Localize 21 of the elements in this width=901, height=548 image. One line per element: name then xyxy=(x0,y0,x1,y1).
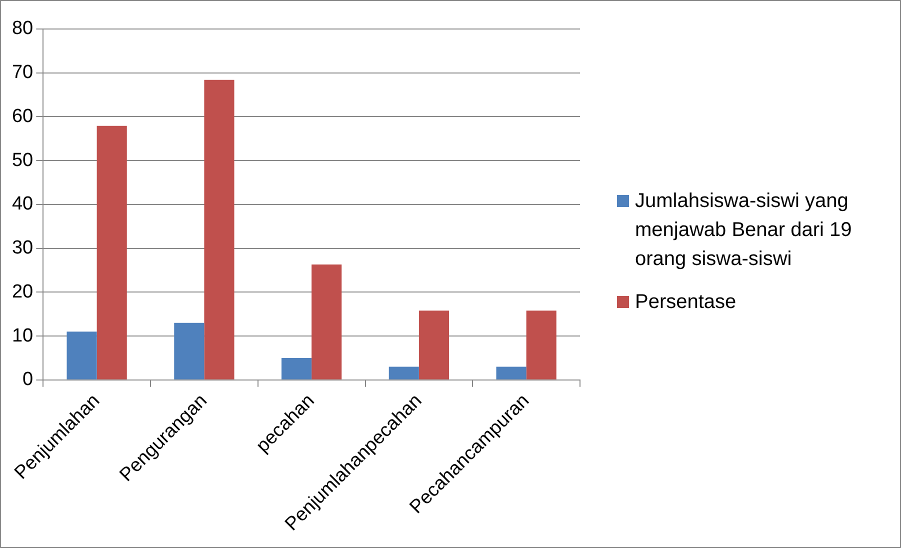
y-tick-label: 20 xyxy=(12,281,34,302)
y-tick-label: 50 xyxy=(12,150,34,171)
y-tick-label: 0 xyxy=(22,369,34,390)
bar xyxy=(282,358,312,380)
bar xyxy=(496,366,526,380)
bar xyxy=(388,366,419,380)
y-tick-label: 10 xyxy=(12,325,34,346)
bar xyxy=(526,310,556,380)
y-tick-label: 80 xyxy=(12,18,34,40)
legend-label: Persentase xyxy=(635,290,736,315)
bar xyxy=(174,322,204,380)
bar xyxy=(66,332,97,380)
y-tick-label: 40 xyxy=(12,194,34,215)
bar xyxy=(418,310,450,380)
bar xyxy=(312,264,342,380)
legend-label: Jumlahsiswa-siswi yang menjawab Benar dari 19 orang siswa-siswi xyxy=(635,189,853,272)
y-tick-label: 60 xyxy=(12,106,34,127)
bar xyxy=(204,80,234,380)
y-tick-label: 70 xyxy=(12,62,34,84)
bar xyxy=(96,126,127,380)
y-tick-label: 30 xyxy=(12,238,34,259)
